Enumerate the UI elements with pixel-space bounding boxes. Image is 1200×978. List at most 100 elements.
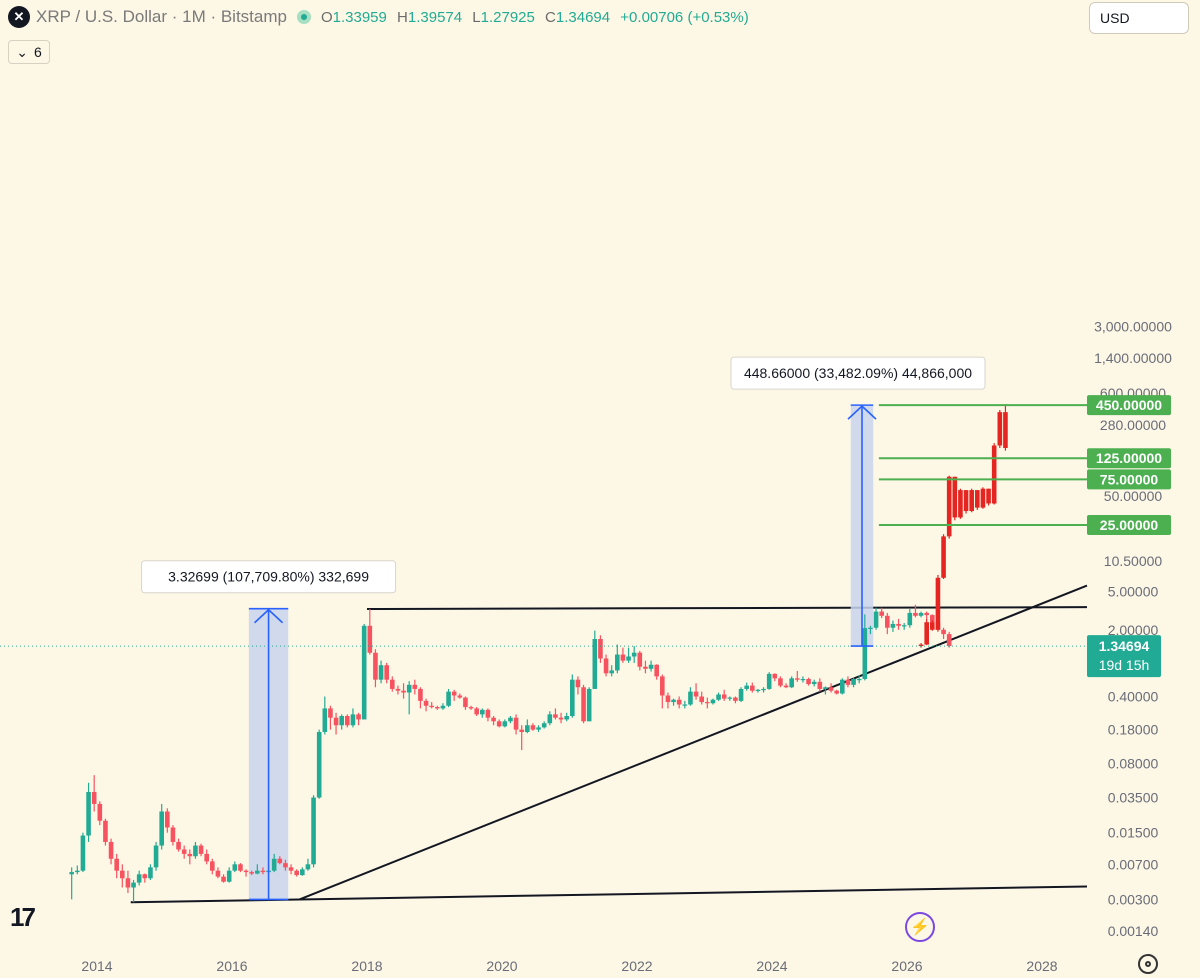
candle-body <box>620 654 626 661</box>
trendline-rising-support[interactable] <box>299 584 1088 901</box>
candle-body <box>148 867 153 879</box>
candle-body <box>885 615 890 628</box>
candle-body <box>778 678 783 686</box>
candle-body <box>210 861 215 871</box>
candle-body <box>249 872 254 874</box>
candle-body <box>710 699 716 704</box>
indicators-toggle-button[interactable]: ⌄ 6 <box>8 40 50 64</box>
level-tag-2[interactable] <box>1087 469 1171 490</box>
candle-body <box>615 654 620 671</box>
candle-body <box>322 708 328 732</box>
ohlc-open-value: 1.33959 <box>332 8 387 26</box>
candle-body <box>789 678 794 688</box>
gear-icon[interactable] <box>1138 954 1158 974</box>
candle-body <box>699 696 704 703</box>
current-price-tag[interactable] <box>1087 635 1161 678</box>
tradingview-logo-icon[interactable]: 17 <box>10 902 36 932</box>
indicators-count: 6 <box>33 44 42 60</box>
candle-body <box>671 699 676 703</box>
candle-body <box>513 717 519 730</box>
candle-body <box>856 679 862 681</box>
candle-body <box>232 864 238 871</box>
candle-body <box>395 688 401 691</box>
symbol-title[interactable]: XRP / U.S. Dollar · 1M · Bitstamp <box>36 7 287 26</box>
x-tick-label: 2026 <box>891 958 922 974</box>
candle-body <box>339 715 344 726</box>
candle-body <box>930 622 935 630</box>
candle-body <box>345 715 350 726</box>
x-tick-label: 2018 <box>351 958 382 974</box>
candle-body <box>80 835 86 871</box>
candle-body <box>238 864 243 871</box>
candle-body <box>631 652 637 657</box>
candle-body <box>980 488 986 508</box>
candle-body <box>744 685 749 689</box>
candle-body <box>873 611 879 628</box>
candle-body <box>862 628 868 680</box>
candle-body <box>693 691 699 697</box>
xrp-logo-icon: ✕ <box>8 6 30 28</box>
candle-body <box>727 697 733 699</box>
candle-body <box>946 476 952 537</box>
candle-body <box>547 714 553 724</box>
candle-body <box>716 694 721 700</box>
candle-body <box>412 684 418 689</box>
candle-body <box>958 490 963 518</box>
candle-body <box>626 656 631 661</box>
candle-body <box>294 870 299 876</box>
ohlc-values: O1.33959 H1.39574 L1.27925 C1.34694 +0.0… <box>321 9 755 26</box>
candle-body <box>676 699 682 705</box>
chart-header: ✕ XRP / U.S. Dollar · 1M · Bitstamp O1.3… <box>8 6 755 28</box>
x-tick-label: 2014 <box>81 958 112 974</box>
x-tick-label: 2016 <box>216 958 247 974</box>
candle-body <box>918 644 924 647</box>
candle-body <box>564 715 569 720</box>
measure-arrow-head <box>254 608 284 624</box>
y-tick-label: 0.03500 <box>1108 790 1159 806</box>
candle-body <box>260 870 266 873</box>
candle-body <box>120 870 125 879</box>
level-tag-3[interactable] <box>1087 514 1171 535</box>
candle-body <box>733 697 738 701</box>
y-tick-label: 0.40000 <box>1108 689 1159 705</box>
trendline-resistance[interactable] <box>366 606 1088 610</box>
candle-body <box>654 664 659 677</box>
ohlc-high-key: H <box>397 8 408 26</box>
candle-body <box>1003 412 1008 449</box>
candle-body <box>991 445 997 504</box>
candle-body <box>924 612 929 616</box>
candle-body <box>367 625 373 653</box>
measure-arrow-head <box>847 405 877 420</box>
candle-body <box>226 870 232 882</box>
trendline-lower-support[interactable] <box>130 885 1088 904</box>
candle-body <box>738 688 744 701</box>
ohlc-change-value: +0.00706 (+0.53%) <box>620 8 749 26</box>
candle-body <box>637 652 643 667</box>
candle-body <box>660 676 665 696</box>
level-tag-1[interactable] <box>1087 448 1171 469</box>
candle-body <box>316 731 322 798</box>
candle-body <box>114 858 119 871</box>
candle-body <box>69 872 74 875</box>
lightning-icon[interactable]: ⚡ <box>905 912 935 942</box>
level-tag-label: 125.00000 <box>1096 450 1162 466</box>
candle-body <box>907 612 913 626</box>
candle-body <box>952 476 958 518</box>
candle-body <box>570 679 575 716</box>
candle-body <box>553 714 558 718</box>
candle-body <box>519 729 524 732</box>
candle-body <box>648 664 654 669</box>
x-tick-label: 2024 <box>756 958 787 974</box>
candle-body <box>806 679 811 685</box>
measure-label: 448.66000 (33,482.09%) 44,866,000 <box>744 365 972 381</box>
currency-selector[interactable]: USD <box>1089 2 1189 34</box>
candle-body <box>918 612 924 616</box>
level-tag-0[interactable] <box>1087 395 1171 416</box>
candle-body <box>406 684 412 693</box>
current-price-countdown: 19d 15h <box>1099 657 1150 673</box>
candle-body <box>103 820 108 842</box>
y-tick-label: 2.00000 <box>1108 622 1159 638</box>
y-tick-label: 10.50000 <box>1104 553 1163 569</box>
candle-body <box>682 704 688 706</box>
